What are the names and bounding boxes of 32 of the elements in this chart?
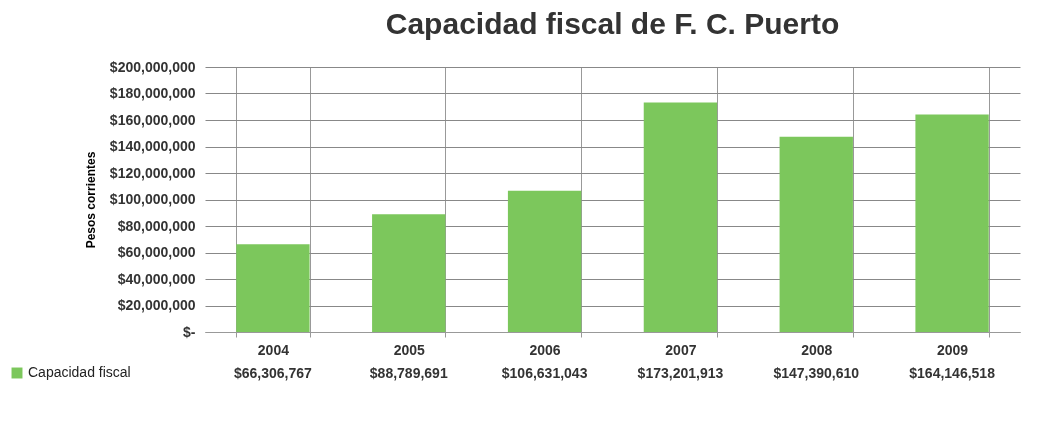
data-label: $147,390,610 xyxy=(773,365,860,381)
data-label: $106,631,043 xyxy=(501,365,588,381)
bar xyxy=(507,190,582,332)
bar xyxy=(236,244,310,332)
data-label: $88,789,691 xyxy=(369,365,448,381)
y-tick-label: $180,000,000 xyxy=(109,85,196,101)
bar xyxy=(643,102,718,332)
bar xyxy=(779,136,853,332)
data-label: $164,146,518 xyxy=(909,365,996,381)
y-tick-label: $20,000,000 xyxy=(117,297,196,313)
y-tick-label: $40,000,000 xyxy=(117,270,196,287)
bar xyxy=(372,214,446,332)
y-tick-label: $80,000,000 xyxy=(117,217,196,234)
legend-label: Capacidad fiscal xyxy=(28,364,131,380)
x-tick-label: 2009 xyxy=(937,341,969,358)
x-tick-label: 2005 xyxy=(393,341,426,358)
x-tick-label: 2004 xyxy=(257,341,290,358)
chart-title: Capacidad fiscal de F. C. Puerto xyxy=(385,7,840,40)
x-tick-label: 2007 xyxy=(665,341,697,358)
y-tick-label: $- xyxy=(183,323,196,340)
y-tick-label: $200,000,000 xyxy=(109,58,196,75)
y-axis-title: Pesos corrientes xyxy=(83,151,98,249)
data-label: $66,306,767 xyxy=(233,365,313,381)
y-tick-label: $140,000,000 xyxy=(109,138,196,154)
y-tick-label: $100,000,000 xyxy=(109,191,196,207)
bar xyxy=(915,114,989,332)
data-label: $173,201,913 xyxy=(637,365,724,381)
x-tick-label: 2006 xyxy=(529,341,561,358)
y-tick-label: $60,000,000 xyxy=(117,244,196,260)
x-tick-label: 2008 xyxy=(801,341,833,358)
y-tick-label: $120,000,000 xyxy=(109,164,196,181)
y-tick-label: $160,000,000 xyxy=(109,111,196,128)
